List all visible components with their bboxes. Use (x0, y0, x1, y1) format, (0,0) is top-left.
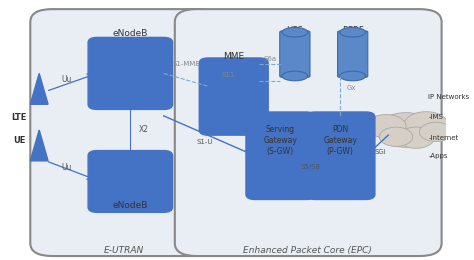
Ellipse shape (340, 71, 365, 81)
Circle shape (398, 127, 434, 148)
Text: S5/S8: S5/S8 (301, 164, 320, 170)
Circle shape (404, 112, 448, 137)
Text: S6a: S6a (264, 56, 277, 62)
Text: LTE: LTE (11, 113, 27, 122)
Text: eNodeB: eNodeB (113, 202, 148, 210)
Ellipse shape (340, 28, 365, 37)
Text: SGi: SGi (374, 149, 386, 155)
Text: MME: MME (223, 52, 244, 61)
Polygon shape (30, 73, 48, 104)
FancyBboxPatch shape (199, 58, 268, 135)
FancyBboxPatch shape (175, 9, 442, 256)
FancyBboxPatch shape (280, 31, 310, 77)
Text: Uu: Uu (62, 163, 72, 172)
Text: PCRF: PCRF (342, 27, 364, 35)
Text: IP Networks: IP Networks (428, 94, 470, 100)
Text: Gx: Gx (347, 84, 356, 90)
Circle shape (366, 115, 406, 138)
Text: Uu: Uu (62, 75, 72, 84)
FancyBboxPatch shape (88, 37, 173, 109)
Text: HSS: HSS (286, 27, 303, 35)
Text: S11: S11 (221, 72, 235, 78)
Text: UE: UE (13, 136, 26, 145)
Circle shape (376, 113, 436, 147)
Text: Enhanced Packet Core (EPC): Enhanced Packet Core (EPC) (243, 246, 372, 255)
FancyBboxPatch shape (88, 151, 173, 212)
FancyBboxPatch shape (306, 112, 375, 199)
Ellipse shape (282, 28, 308, 37)
FancyBboxPatch shape (337, 31, 368, 77)
Circle shape (379, 127, 413, 146)
Text: S1-MME: S1-MME (172, 61, 200, 67)
Text: -Apps: -Apps (428, 153, 448, 159)
Text: eNodeB: eNodeB (113, 29, 148, 38)
Circle shape (419, 122, 453, 142)
Text: -Internet: -Internet (428, 135, 458, 141)
Text: -IMS: -IMS (428, 114, 443, 120)
Text: X2: X2 (138, 126, 148, 134)
Text: Serving
Gateway
(S-GW): Serving Gateway (S-GW) (263, 125, 297, 156)
Polygon shape (30, 130, 48, 161)
FancyBboxPatch shape (246, 112, 315, 199)
Text: S1-U: S1-U (197, 139, 213, 145)
Ellipse shape (282, 71, 308, 81)
FancyBboxPatch shape (30, 9, 217, 256)
Text: PDN
Gateway
(P-GW): PDN Gateway (P-GW) (323, 125, 357, 156)
Text: E-UTRAN: E-UTRAN (103, 246, 144, 255)
